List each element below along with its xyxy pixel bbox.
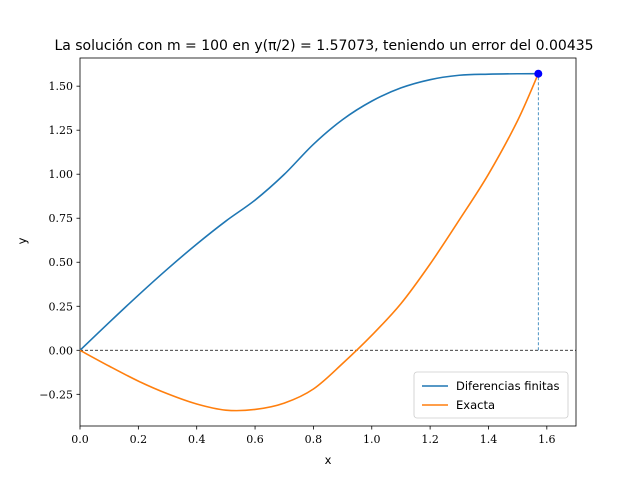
x-tick-label: 0.2 (130, 433, 148, 446)
x-tick-label: 0.0 (71, 433, 89, 446)
legend: Diferencias finitas Exacta (413, 371, 569, 419)
x-tick-label: 1.6 (538, 433, 556, 446)
x-tick-label: 1.2 (421, 433, 439, 446)
x-tick-label: 0.4 (188, 433, 206, 446)
solution-endpoint-marker (534, 69, 543, 78)
plot-area: 0.0 0.2 0.4 0.6 0.8 1.0 1.2 1.4 1.6 −0.25 0.00 0.25… (39, 57, 577, 446)
series-line-2 (79, 73, 540, 412)
x-tick-label: 1.4 (480, 433, 498, 446)
axes-frame (79, 57, 577, 427)
y-tick-label: 0.75 (49, 212, 74, 225)
series-line-1 (79, 72, 539, 351)
chart-title: La solución con m = 100 en y(π/2) = 1.57… (54, 38, 593, 54)
legend-label: Diferencias finitas (456, 379, 560, 393)
x-tick-label: 0.8 (305, 433, 323, 446)
y-tick-label: 1.50 (49, 80, 74, 93)
legend-label: Exacta (456, 398, 495, 412)
x-tick-label: 1.0 (363, 433, 381, 446)
y-tick-label: 0.25 (49, 300, 74, 313)
y-tick-label: 1.00 (49, 168, 74, 181)
y-tick-label: 0.00 (49, 344, 74, 357)
y-axis-label: y (15, 237, 29, 244)
x-tick-label: 0.6 (246, 433, 264, 446)
legend-box (413, 371, 569, 419)
x-axis-label: x (325, 453, 332, 467)
y-tick-label: 1.25 (49, 124, 74, 137)
y-tick-label: 0.50 (49, 256, 74, 269)
y-tick-label: −0.25 (39, 388, 73, 401)
